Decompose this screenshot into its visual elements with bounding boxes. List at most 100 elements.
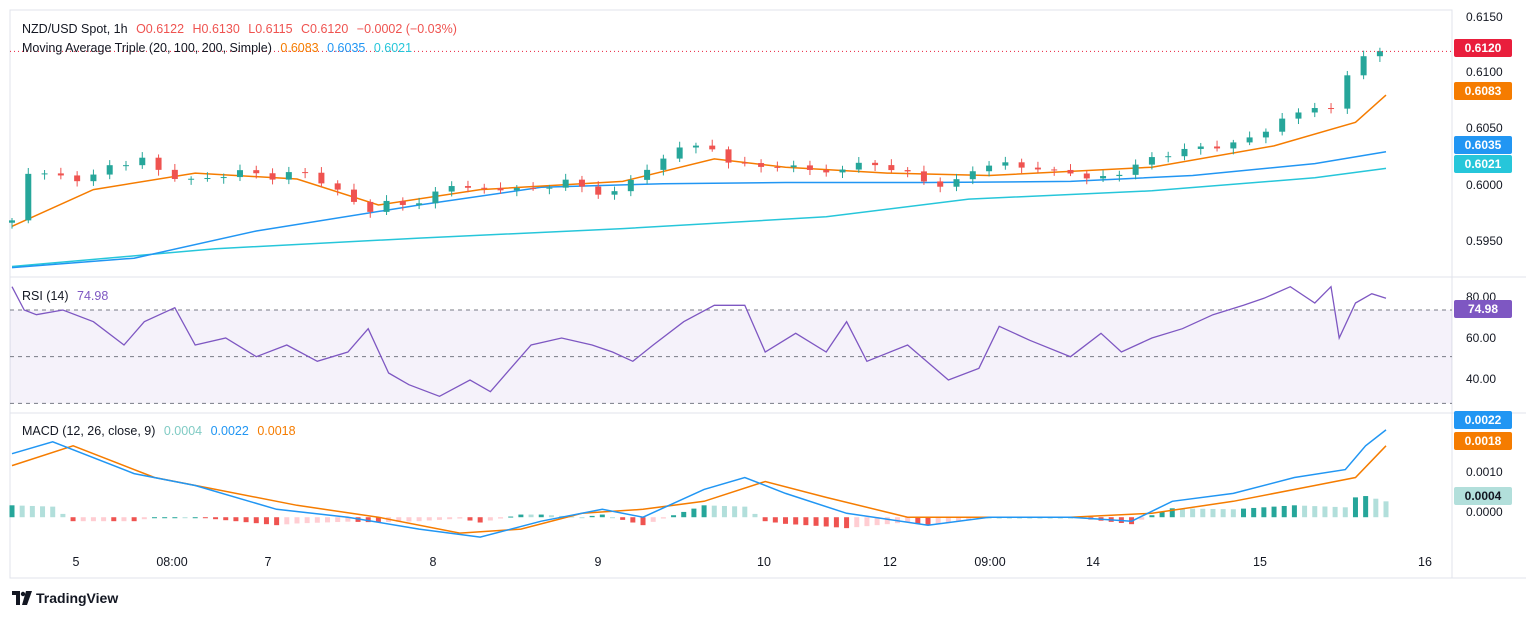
macd-histogram-bar xyxy=(274,517,280,526)
x-tick-12: 12 xyxy=(883,555,897,569)
macd-histogram-bar xyxy=(844,517,850,529)
macd-histogram-bar xyxy=(966,517,972,520)
rsi-legend-value: 74.98 xyxy=(77,289,109,303)
macd-price-label: 0.0022 xyxy=(1454,411,1512,429)
candle-down xyxy=(709,145,716,150)
candle-down xyxy=(464,186,471,188)
hist-price-label: 0.0004 xyxy=(1454,487,1512,505)
candle-up xyxy=(383,200,390,212)
symbol-title: NZD/USD Spot, 1h xyxy=(22,22,128,36)
candle-down xyxy=(530,188,537,190)
macd-histogram-bar xyxy=(650,517,656,522)
macd-line xyxy=(11,429,1387,538)
macd-histogram-bar xyxy=(783,517,789,524)
candle-down xyxy=(758,163,765,167)
macd-histogram-bar xyxy=(151,517,157,519)
close-value: C0.6120 xyxy=(301,22,349,36)
candle-up xyxy=(611,191,618,195)
macd-histogram-bar xyxy=(640,517,646,526)
rsi-tick-40: 40.00 xyxy=(1466,372,1497,386)
ma100-line xyxy=(11,151,1387,269)
candle-down xyxy=(74,175,81,182)
candle-down xyxy=(367,201,374,212)
last-price-label: 0.6120 xyxy=(1454,39,1512,57)
ma200-price-label: 0.6021 xyxy=(1454,155,1512,173)
candle-down xyxy=(774,166,781,168)
macd-histogram-bar xyxy=(406,517,412,522)
macd-histogram-bar xyxy=(620,517,626,520)
change-value: −0.0002 (−0.03%) xyxy=(356,22,457,36)
macd-histogram-bar xyxy=(1363,496,1369,518)
brand-text: TradingView xyxy=(36,590,119,606)
macd-histogram-bar xyxy=(1383,501,1389,518)
macd-histogram-bar xyxy=(854,517,860,528)
macd-histogram-bar xyxy=(457,517,463,519)
candle-up xyxy=(1100,176,1107,179)
macd-histogram-bar xyxy=(223,517,229,521)
candle-down xyxy=(350,189,357,202)
candle-up xyxy=(692,145,699,148)
macd-histogram-bar xyxy=(172,517,178,519)
macd-histogram-bar xyxy=(721,505,727,518)
macd-histogram-bar xyxy=(609,517,615,519)
macd-histogram-bar xyxy=(1342,507,1348,518)
candle-down xyxy=(1083,173,1090,179)
candle-up xyxy=(1344,75,1351,109)
macd-signal-line xyxy=(11,445,1387,534)
macd-histogram-bar xyxy=(884,517,890,525)
macd-histogram-bar xyxy=(131,517,137,522)
macd-histogram-bar xyxy=(141,517,147,520)
candle-up xyxy=(1116,174,1123,177)
symbol-legend: NZD/USD Spot, 1h O0.6122 H0.6130 L0.6115… xyxy=(22,22,462,36)
macd-histogram-bar xyxy=(569,516,575,518)
macd-histogram-bar xyxy=(813,517,819,526)
rsi-line xyxy=(11,285,1387,398)
candle-up xyxy=(1197,146,1204,149)
tradingview-logo[interactable]: TradingView xyxy=(12,590,118,606)
macd-histogram-bar xyxy=(1159,511,1165,518)
macd-histogram-bar xyxy=(1302,505,1308,518)
macd-histogram-bar xyxy=(19,505,25,518)
macd-hist-value: 0.0004 xyxy=(163,424,203,438)
candle-up xyxy=(513,188,520,191)
ma200-value: 0.6021 xyxy=(373,41,413,55)
macd-histogram-bar xyxy=(518,514,524,518)
macd-histogram-bar xyxy=(1190,508,1196,518)
macd-histogram-bar xyxy=(121,517,127,522)
macd-histogram-bar xyxy=(1312,506,1318,518)
macd-histogram-bar xyxy=(253,517,259,524)
macd-histogram-bar xyxy=(29,505,35,518)
macd-histogram-bar xyxy=(60,513,66,518)
macd-histogram-bar xyxy=(498,517,504,519)
macd-histogram-bar xyxy=(1261,507,1267,518)
candle-up xyxy=(139,157,146,166)
macd-histogram-bar xyxy=(833,517,839,528)
macd-histogram-bar xyxy=(426,517,432,521)
candle-up xyxy=(562,179,569,188)
rsi-legend: RSI (14) 74.98 xyxy=(22,289,113,303)
candle-up xyxy=(1230,142,1237,149)
macd-histogram-bar xyxy=(1332,506,1338,518)
y-tick-3: 0.6000 xyxy=(1466,178,1503,192)
macd-histogram-bar xyxy=(416,517,422,522)
macd-histogram-bar xyxy=(365,517,371,523)
ma-legend: Moving Average Triple (20, 100, 200, Sim… xyxy=(22,41,417,55)
x-tick-15: 15 xyxy=(1253,555,1267,569)
signal-price-label: 0.0018 xyxy=(1454,432,1512,450)
macd-histogram-bar xyxy=(701,505,707,518)
macd-histogram-bar xyxy=(477,517,483,523)
macd-signal-value: 0.0018 xyxy=(257,424,296,438)
candle-down xyxy=(171,169,178,179)
candle-up xyxy=(416,203,423,205)
macd-histogram-bar xyxy=(1281,505,1287,518)
rsi-price-label: 74.98 xyxy=(1454,300,1512,318)
candle-down xyxy=(302,172,309,174)
candle-up xyxy=(790,165,797,168)
macd-histogram-bar xyxy=(925,517,931,526)
macd-histogram-bar xyxy=(599,514,605,518)
candle-down xyxy=(741,162,748,164)
ma20-price-label: 0.6083 xyxy=(1454,82,1512,100)
y-tick-2: 0.6050 xyxy=(1466,121,1503,135)
macd-histogram-bar xyxy=(70,517,76,522)
